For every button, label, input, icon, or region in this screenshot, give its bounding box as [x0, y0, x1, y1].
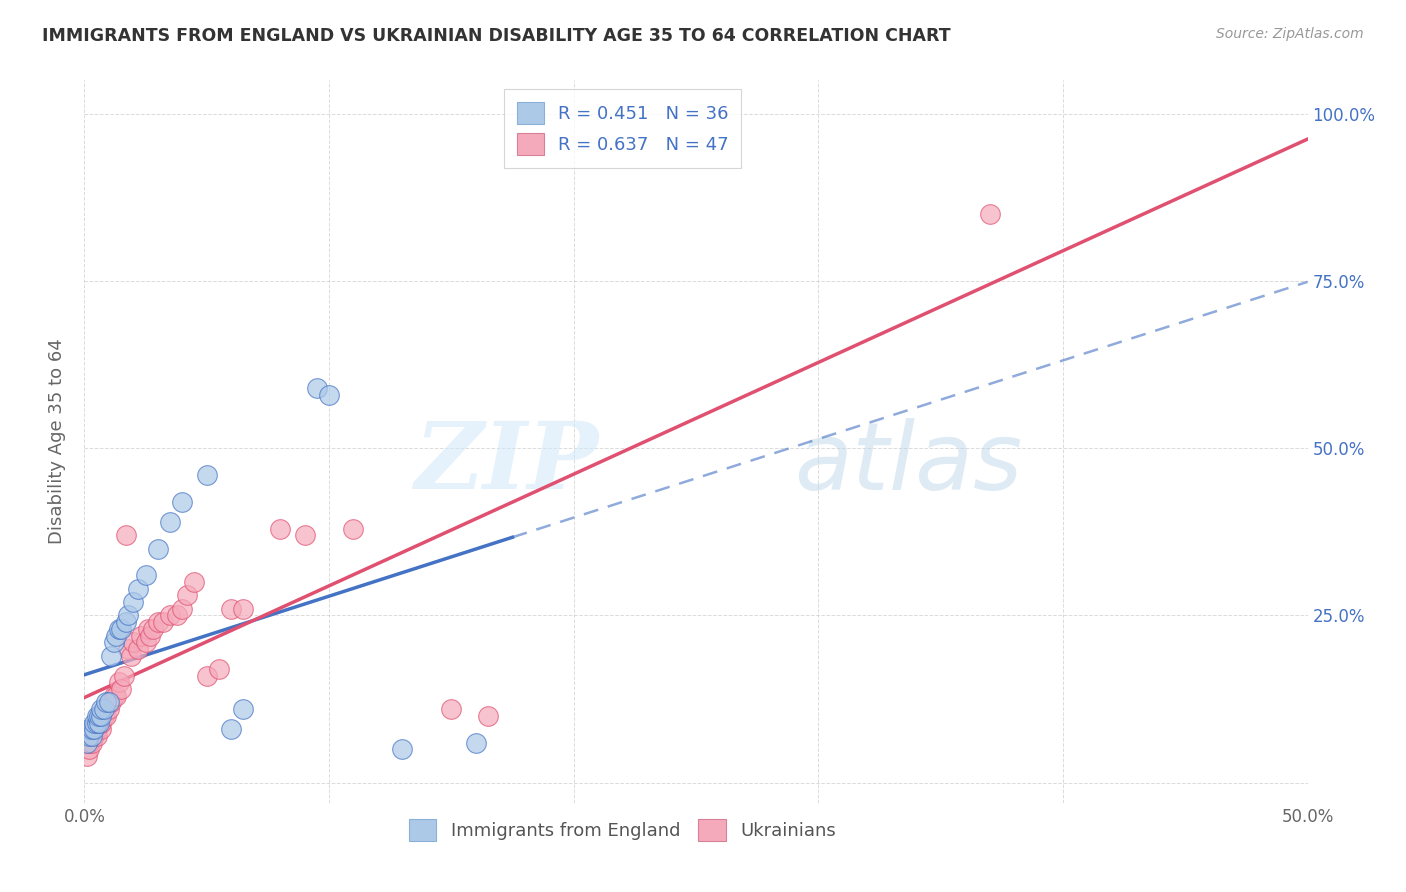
Point	[115, 615, 138, 630]
Point	[477, 708, 499, 723]
Point	[129, 628, 152, 642]
Point	[318, 387, 340, 401]
Point	[100, 648, 122, 663]
Point	[77, 735, 100, 749]
Point	[105, 689, 128, 703]
Point	[172, 602, 194, 616]
Point	[86, 723, 108, 737]
Point	[83, 715, 105, 730]
Point	[83, 723, 105, 737]
Point	[86, 708, 108, 723]
Point	[96, 696, 118, 710]
Point	[80, 723, 103, 737]
Point	[77, 742, 100, 756]
Point	[97, 702, 120, 716]
Point	[176, 589, 198, 603]
Point	[103, 689, 125, 703]
Point	[135, 568, 157, 582]
Point	[159, 515, 181, 529]
Text: IMMIGRANTS FROM ENGLAND VS UKRAINIAN DISABILITY AGE 35 TO 64 CORRELATION CHART: IMMIGRANTS FROM ENGLAND VS UKRAINIAN DIS…	[42, 27, 950, 45]
Point	[172, 494, 194, 508]
Point	[117, 608, 139, 623]
Point	[115, 528, 138, 542]
Point	[127, 642, 149, 657]
Point	[208, 662, 231, 676]
Point	[90, 723, 112, 737]
Point	[80, 735, 103, 749]
Point	[86, 715, 108, 730]
Point	[166, 608, 188, 623]
Point	[269, 521, 291, 535]
Point	[120, 648, 142, 663]
Point	[77, 723, 100, 737]
Point	[117, 642, 139, 657]
Point	[97, 696, 120, 710]
Point	[142, 622, 165, 636]
Point	[122, 595, 145, 609]
Point	[146, 615, 169, 630]
Point	[135, 635, 157, 649]
Point	[195, 467, 218, 482]
Point	[76, 749, 98, 764]
Point	[183, 575, 205, 590]
Point	[127, 582, 149, 596]
Point	[979, 207, 1001, 221]
Point	[107, 675, 129, 690]
Point	[305, 381, 328, 395]
Point	[342, 521, 364, 535]
Point	[464, 735, 486, 749]
Point	[146, 541, 169, 556]
Point	[139, 628, 162, 642]
Point	[87, 715, 110, 730]
Point	[83, 729, 105, 743]
Point	[93, 708, 115, 723]
Y-axis label: Disability Age 35 to 64: Disability Age 35 to 64	[48, 339, 66, 544]
Point	[76, 735, 98, 749]
Legend: Immigrants from England, Ukrainians: Immigrants from England, Ukrainians	[402, 812, 844, 848]
Text: ZIP: ZIP	[413, 418, 598, 508]
Point	[90, 702, 112, 716]
Point	[232, 602, 254, 616]
Point	[136, 622, 159, 636]
Point	[103, 635, 125, 649]
Point	[294, 528, 316, 542]
Point	[105, 628, 128, 642]
Text: Source: ZipAtlas.com: Source: ZipAtlas.com	[1216, 27, 1364, 41]
Point	[110, 681, 132, 696]
Point	[90, 715, 112, 730]
Point	[122, 635, 145, 649]
Point	[83, 723, 105, 737]
Point	[152, 615, 174, 630]
Point	[100, 696, 122, 710]
Point	[87, 715, 110, 730]
Point	[219, 602, 242, 616]
Point	[96, 708, 118, 723]
Point	[86, 729, 108, 743]
Point	[159, 608, 181, 623]
Point	[440, 702, 463, 716]
Point	[90, 708, 112, 723]
Point	[93, 702, 115, 716]
Point	[232, 702, 254, 716]
Point	[195, 669, 218, 683]
Point	[107, 622, 129, 636]
Text: atlas: atlas	[794, 417, 1022, 508]
Point	[80, 729, 103, 743]
Point	[77, 729, 100, 743]
Point	[112, 669, 135, 683]
Point	[110, 622, 132, 636]
Point	[87, 708, 110, 723]
Point	[391, 742, 413, 756]
Point	[219, 723, 242, 737]
